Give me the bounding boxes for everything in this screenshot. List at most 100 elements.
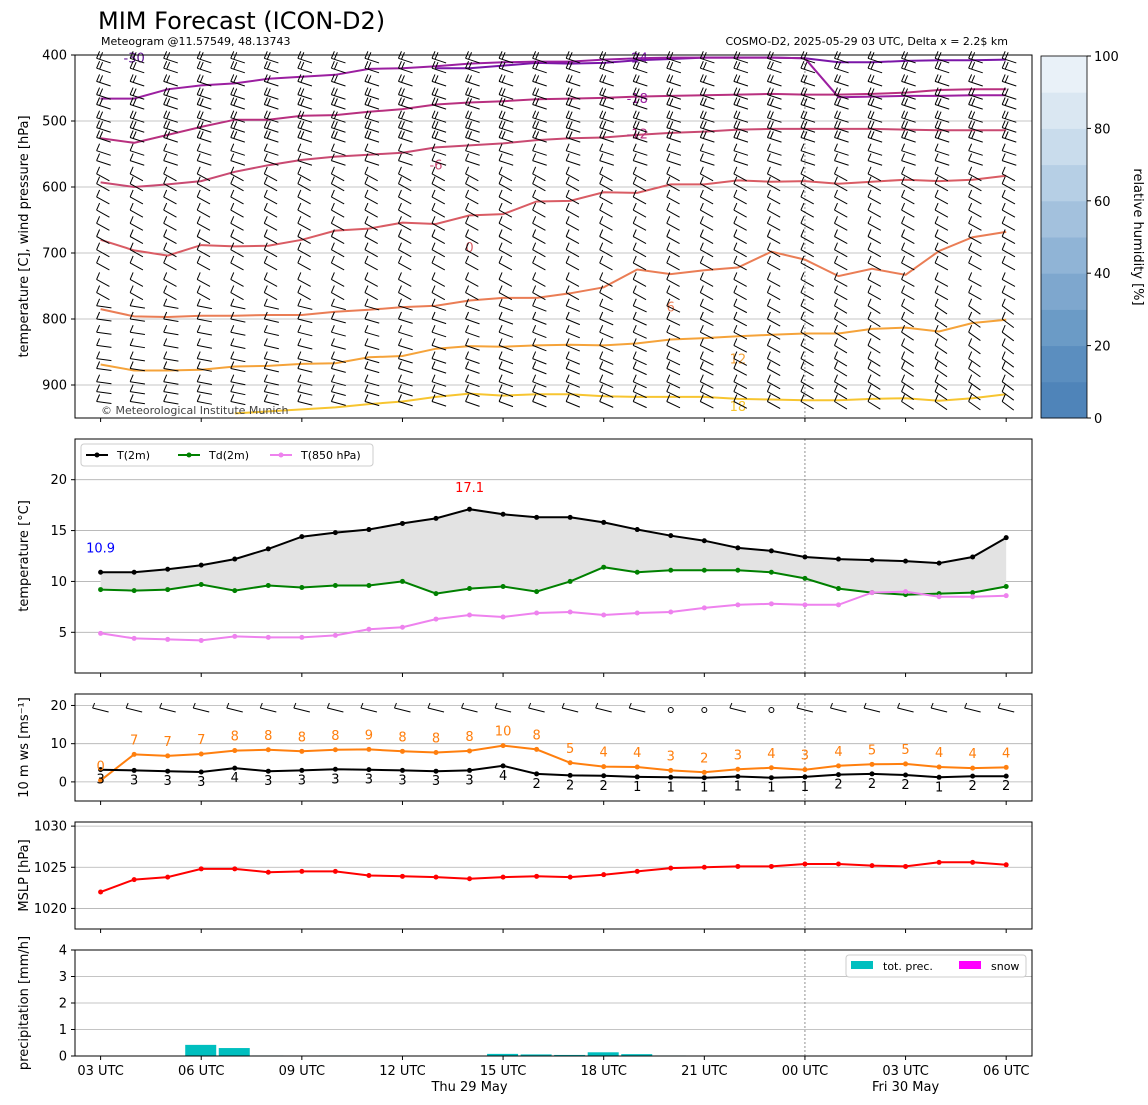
wind-barb-flag xyxy=(699,255,704,264)
wind-barb xyxy=(867,292,882,301)
wind-barb-flag xyxy=(568,52,573,60)
wind-barb xyxy=(498,278,513,287)
wind-barb xyxy=(800,67,816,74)
precip-bar xyxy=(554,1054,586,1056)
wind-barb xyxy=(532,104,547,110)
wind-barb xyxy=(767,104,782,110)
wind-barb xyxy=(297,278,311,287)
wind-barb-flag xyxy=(632,242,637,250)
wind-barb xyxy=(1002,127,1017,133)
wind-barb-flag xyxy=(699,166,704,174)
wind-barb xyxy=(264,160,279,166)
wind-barb-flag xyxy=(901,311,906,320)
wind-barb-flag xyxy=(669,75,674,83)
wind-barb-flag xyxy=(934,216,939,224)
wind-barb xyxy=(934,183,949,192)
wind-barb-flag xyxy=(867,255,872,264)
wind-barb xyxy=(934,381,948,391)
wind-barb xyxy=(96,344,112,348)
wind-barb xyxy=(934,80,950,87)
wind-barb xyxy=(1001,262,1016,271)
series-gust-point xyxy=(500,743,506,749)
wind-barb xyxy=(163,368,179,372)
wind-barb-flag xyxy=(602,75,607,83)
wind-barb-flag xyxy=(834,242,838,250)
wind-barb-flag xyxy=(733,216,738,224)
series-mean-wind-point xyxy=(634,774,640,780)
series-gust-point xyxy=(332,747,338,753)
wind-barb xyxy=(1001,249,1016,258)
colorbar-band xyxy=(1041,381,1087,419)
wind-barb xyxy=(364,57,380,64)
series-mean-wind-point xyxy=(131,767,137,773)
series-t2m-point xyxy=(198,562,204,568)
wind-barb xyxy=(1001,391,1015,401)
surface-wind-barb xyxy=(293,707,310,713)
wind-barb-flag xyxy=(196,153,201,161)
wind-barb-flag xyxy=(398,120,402,128)
wind-barb xyxy=(197,318,212,323)
wind-barb-flag xyxy=(263,298,268,306)
series-t2m-point xyxy=(433,515,439,521)
wind-barb xyxy=(800,173,814,182)
wind-barb-flag xyxy=(434,52,439,60)
wind-barb-flag xyxy=(934,384,939,392)
gust-label: 8 xyxy=(298,730,306,745)
wind-barb-flag xyxy=(769,75,774,83)
surface-wind-barb-flag xyxy=(293,702,297,709)
wind-barb-flag xyxy=(1001,229,1006,237)
series-gust-point xyxy=(903,761,909,767)
wind-barb xyxy=(96,278,110,287)
wind-barb xyxy=(197,104,212,110)
surface-wind-barb-flag xyxy=(997,702,1001,709)
wind-barb xyxy=(364,292,378,301)
wind-barb xyxy=(465,318,480,325)
wind-barb xyxy=(834,209,848,218)
wind-barb-flag xyxy=(834,110,838,118)
wind-barb-flag xyxy=(733,298,738,306)
wind-barb-flag xyxy=(398,202,402,211)
wind-barb-flag xyxy=(632,338,637,346)
wind-barb-flag xyxy=(565,74,570,82)
wind-barb-flag xyxy=(834,202,838,211)
wind-barb xyxy=(565,236,580,244)
wind-barb-flag xyxy=(968,394,973,402)
wind-barb xyxy=(230,173,244,182)
wind-barb xyxy=(331,222,345,231)
wind-barb xyxy=(733,278,747,287)
wind-barb-flag xyxy=(867,298,872,306)
wind-barb-flag xyxy=(803,88,808,96)
wind-barb-flag xyxy=(532,153,537,161)
colorbar-tick-label: 40 xyxy=(1094,267,1111,282)
precip-legend-swatch xyxy=(959,961,981,969)
wind-barb xyxy=(532,391,547,398)
wind-barb xyxy=(934,318,948,328)
wind-speed-label: 2 xyxy=(968,779,976,794)
wind-barb-flag xyxy=(96,325,101,333)
wind-barb-flag xyxy=(129,298,134,306)
wind-barb-flag xyxy=(535,88,540,96)
wind-barb-flag xyxy=(532,87,537,95)
wind-barb-flag xyxy=(330,176,335,184)
wind-barb xyxy=(968,150,983,156)
wind-barb-flag xyxy=(434,121,439,129)
wind-barb-flag xyxy=(766,255,771,264)
wind-barb-flag xyxy=(532,255,537,264)
wind-barb-flag xyxy=(398,97,402,105)
wind-barb-flag xyxy=(263,242,268,250)
wind-barb-flag xyxy=(599,298,604,306)
wind-barb xyxy=(599,67,614,74)
wind-barb-flag xyxy=(468,98,472,106)
wind-barb-flag xyxy=(800,374,805,382)
y-axis-label: MSLP [hPa] xyxy=(17,839,32,911)
series-td2m-point xyxy=(768,569,774,575)
wind-barb xyxy=(867,381,881,390)
wind-barb-flag xyxy=(834,298,838,306)
wind-barb xyxy=(96,127,111,133)
wind-barb-flag xyxy=(196,384,201,392)
wind-barb-flag xyxy=(431,61,436,69)
wind-barb-flag xyxy=(901,338,906,346)
wind-barb xyxy=(297,67,313,74)
wind-barb-flag xyxy=(300,98,305,106)
wind-barb-flag xyxy=(1001,374,1006,382)
